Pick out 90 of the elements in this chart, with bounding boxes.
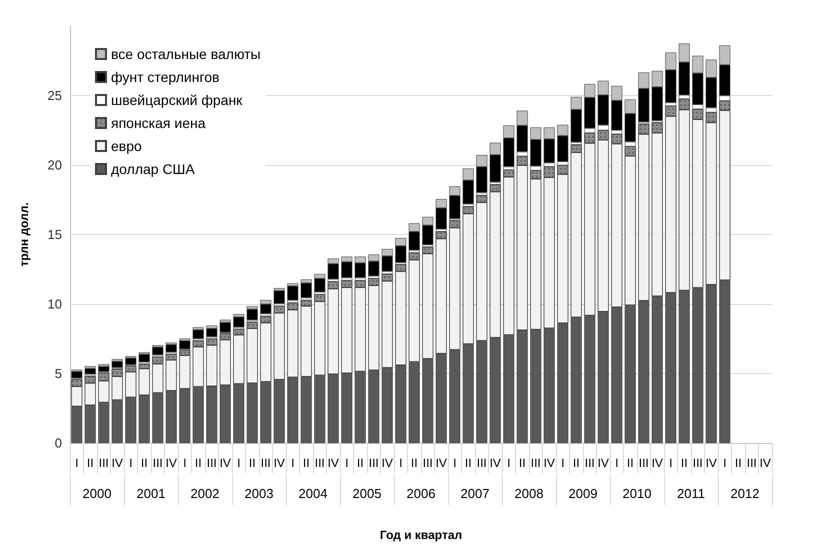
- bar: [152, 347, 164, 355]
- bar: [192, 330, 204, 339]
- bar: [206, 328, 218, 337]
- y-tick-label: 0: [54, 436, 62, 450]
- x-tick-label: II: [626, 456, 634, 470]
- x-tick-label: III: [530, 456, 541, 470]
- x-tick-label: IV: [274, 456, 285, 470]
- x-tick-label: II: [518, 456, 526, 470]
- x-tick-label: I: [615, 456, 618, 470]
- text: 2009: [568, 486, 598, 501]
- text: 2003: [244, 486, 274, 501]
- x-tick-label: II: [734, 456, 742, 470]
- x-tick-label: II: [410, 456, 418, 470]
- x-tick-label: II: [464, 456, 472, 470]
- y-axis-title: трлн долл.: [17, 202, 31, 267]
- x-tick-label: I: [669, 456, 672, 470]
- y-tick-label: 20: [48, 158, 62, 172]
- x-tick-label: II: [194, 456, 202, 470]
- x-tick-label: I: [183, 456, 186, 470]
- x-tick-label: IV: [436, 456, 447, 470]
- x-tick-label: IV: [706, 456, 717, 470]
- bar: [246, 309, 258, 320]
- text: 2001: [136, 486, 166, 501]
- x-tick-label: I: [399, 456, 402, 470]
- y-tick-label: 5: [54, 366, 62, 381]
- legend-label: швейцарский франк: [111, 92, 244, 108]
- x-tick-label: III: [98, 456, 109, 470]
- text: 2012: [730, 486, 760, 501]
- x-tick-label: IV: [598, 456, 609, 470]
- bar: [300, 282, 312, 298]
- x-tick-label: IV: [166, 456, 177, 470]
- x-tick-label: III: [260, 456, 271, 470]
- x-tick-label: I: [723, 456, 726, 470]
- x-tick-label: IV: [544, 456, 555, 470]
- x-tick-label: I: [129, 456, 132, 470]
- legend-label: доллар США: [111, 161, 196, 177]
- x-tick-label: I: [237, 456, 240, 470]
- x-tick-label: IV: [652, 456, 663, 470]
- text: 2004: [298, 486, 328, 501]
- x-tick-label: II: [302, 456, 310, 470]
- x-tick-label: II: [356, 456, 364, 470]
- x-tick-label: III: [746, 456, 757, 470]
- bar: [314, 278, 326, 292]
- x-tick-label: III: [584, 456, 595, 470]
- text: 2005: [352, 486, 382, 501]
- x-tick-label: IV: [760, 456, 771, 470]
- bar: [260, 304, 272, 314]
- x-tick-label: I: [291, 456, 294, 470]
- x-axis-title: Год и квартал: [380, 528, 462, 542]
- bar: [287, 286, 298, 300]
- legend-label: все остальные валюты: [111, 46, 261, 62]
- x-tick-label: I: [561, 456, 564, 470]
- text: 2008: [514, 486, 544, 501]
- bar: [274, 290, 285, 304]
- x-tick-label: III: [476, 456, 487, 470]
- x-tick-label: II: [140, 456, 148, 470]
- bar: [166, 344, 177, 352]
- x-tick-label: IV: [112, 456, 123, 470]
- bar: [138, 354, 150, 362]
- x-tick-label: III: [314, 456, 325, 470]
- x-tick-label: III: [422, 456, 433, 470]
- y-tick-label: 10: [48, 296, 62, 312]
- text: 2000: [82, 486, 112, 501]
- x-tick-label: III: [368, 456, 379, 470]
- x-tick-label: III: [206, 456, 217, 470]
- x-tick-label: I: [453, 456, 456, 470]
- text: 2010: [622, 486, 652, 501]
- text: 2006: [406, 486, 436, 501]
- y-tick-label: 15: [48, 227, 62, 242]
- text: 2011: [677, 486, 705, 501]
- y-tick-label: 25: [48, 88, 62, 103]
- legend-label: фунт стерлингов: [111, 69, 220, 85]
- x-tick-label: II: [86, 456, 94, 470]
- x-tick-label: IV: [328, 456, 339, 470]
- x-tick-label: III: [638, 456, 649, 470]
- x-tick-label: II: [248, 456, 256, 470]
- x-tick-label: IV: [490, 456, 501, 470]
- x-tick-label: III: [692, 456, 703, 470]
- text: 2007: [460, 486, 490, 501]
- x-tick-label: I: [507, 456, 510, 470]
- legend-label: евро: [111, 138, 142, 154]
- x-tick-label: I: [345, 456, 348, 470]
- text: 2002: [190, 486, 220, 501]
- x-tick-label: I: [75, 456, 78, 470]
- x-tick-label: IV: [220, 456, 231, 470]
- x-tick-label: II: [680, 456, 688, 470]
- x-tick-label: II: [572, 456, 580, 470]
- legend-label: японская иена: [111, 115, 206, 131]
- x-tick-label: IV: [382, 456, 393, 470]
- x-tick-label: III: [152, 456, 163, 470]
